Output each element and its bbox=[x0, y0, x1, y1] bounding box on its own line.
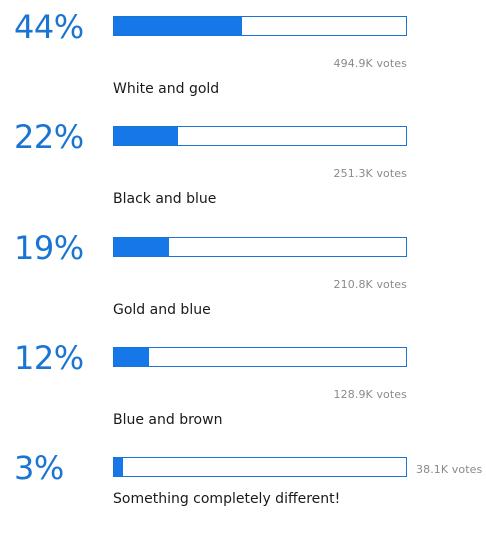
result-bar-fill bbox=[114, 17, 243, 35]
percent-label: 44% bbox=[14, 8, 84, 46]
result-bar-fill bbox=[114, 348, 150, 366]
option-label: Gold and blue bbox=[113, 302, 211, 318]
poll-option: 22% 251.3K votes Black and blue bbox=[0, 110, 486, 220]
percent-label: 3% bbox=[14, 449, 64, 487]
option-label: Something completely different! bbox=[113, 491, 341, 507]
percent-label: 22% bbox=[14, 118, 84, 156]
result-bar bbox=[113, 126, 407, 146]
result-bar bbox=[113, 347, 407, 367]
poll-option: 12% 128.9K votes Blue and brown bbox=[0, 331, 486, 441]
vote-count: 494.9K votes bbox=[333, 57, 407, 70]
result-bar bbox=[113, 16, 407, 36]
poll-results: 44% 494.9K votes White and gold 22% 251.… bbox=[0, 0, 486, 507]
vote-count: 251.3K votes bbox=[333, 167, 407, 180]
percent-label: 19% bbox=[14, 229, 84, 267]
poll-option: 3% 38.1K votes Something completely diff… bbox=[0, 441, 486, 551]
poll-option: 19% 210.8K votes Gold and blue bbox=[0, 221, 486, 331]
vote-count: 210.8K votes bbox=[333, 278, 407, 291]
option-label: Blue and brown bbox=[113, 412, 223, 428]
result-bar-fill bbox=[114, 127, 179, 145]
result-bar bbox=[113, 237, 407, 257]
option-label: White and gold bbox=[113, 81, 220, 97]
percent-label: 12% bbox=[14, 339, 84, 377]
vote-count: 38.1K votes bbox=[416, 463, 483, 476]
vote-count: 128.9K votes bbox=[333, 388, 407, 401]
option-label: Black and blue bbox=[113, 191, 217, 207]
result-bar bbox=[113, 457, 407, 477]
poll-option: 44% 494.9K votes White and gold bbox=[0, 0, 486, 110]
result-bar-fill bbox=[114, 458, 123, 476]
result-bar-fill bbox=[114, 238, 170, 256]
